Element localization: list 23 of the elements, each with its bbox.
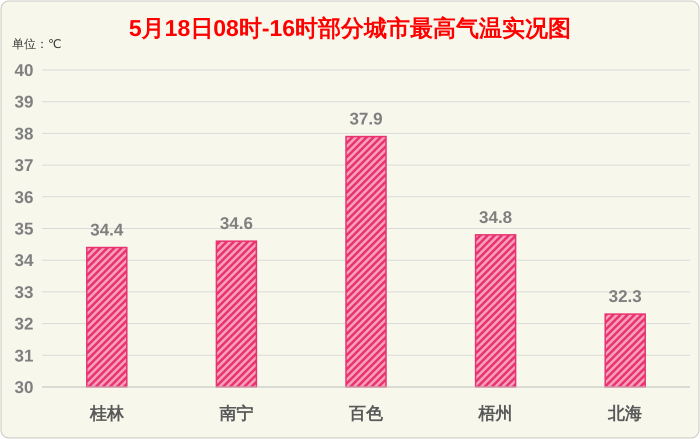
x-tick-label: 百色 [348, 404, 384, 423]
y-tick-label: 37 [14, 156, 34, 176]
y-tick-label: 30 [14, 378, 34, 397]
y-tick-label: 35 [14, 220, 34, 238]
x-tick-label: 桂林 [88, 404, 125, 423]
y-tick-label: 34 [14, 251, 34, 270]
data-label: 34.6 [220, 214, 253, 234]
y-tick-label: 36 [14, 188, 34, 207]
y-tick-label: 33 [14, 282, 34, 302]
data-label: 32.3 [608, 287, 642, 306]
data-label: 37.9 [349, 110, 383, 129]
x-tick-label: 梧州 [478, 404, 513, 423]
y-tick-label: 38 [14, 124, 34, 144]
x-tick-label: 北海 [607, 404, 642, 423]
x-tick-label: 南宁 [218, 404, 254, 423]
y-tick-label: 31 [14, 346, 34, 366]
y-tick-label: 40 [14, 61, 34, 80]
y-tick-label: 39 [14, 92, 34, 112]
data-label: 34.4 [90, 220, 124, 240]
y-axis-title: 单位：℃ [12, 37, 62, 51]
y-tick-label: 32 [14, 314, 34, 334]
chart-title: 5月18日08时-16时部分城市最高气温实况图 [128, 15, 572, 41]
data-label: 34.8 [479, 208, 512, 227]
